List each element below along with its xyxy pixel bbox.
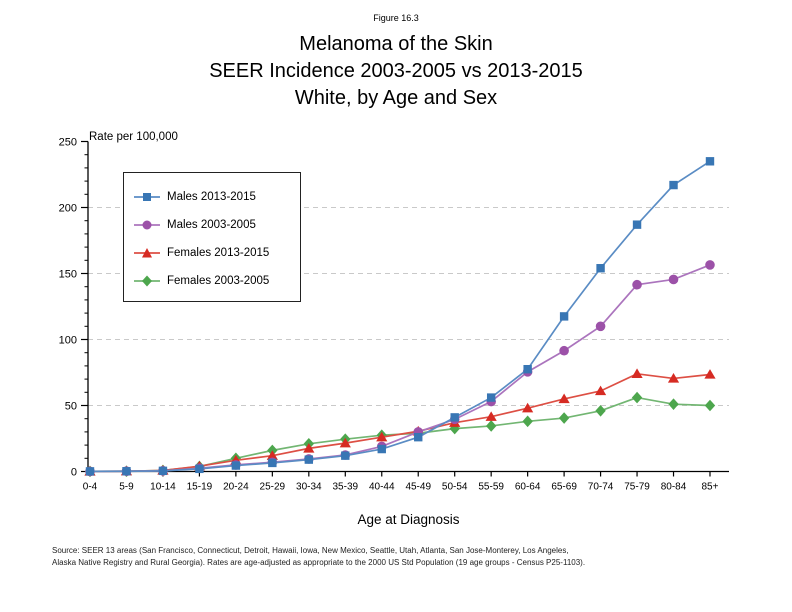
source-note-line-2: Alaska Native Registry and Rural Georgia… xyxy=(52,557,586,567)
triangle-icon xyxy=(134,248,160,258)
data-point xyxy=(558,393,570,404)
legend-item-females-2013-2015: Females 2013-2015 xyxy=(134,239,300,267)
square-icon xyxy=(134,193,160,201)
data-point xyxy=(631,368,643,379)
data-point xyxy=(485,411,497,421)
y-tick-label: 50 xyxy=(65,401,77,413)
data-point xyxy=(559,345,569,356)
series-line-females-2013-2015 xyxy=(89,372,711,473)
data-point xyxy=(341,451,350,460)
x-tick-label: 45-49 xyxy=(405,482,431,493)
chart-title: Melanoma of the Skin SEER Incidence 2003… xyxy=(0,31,792,112)
x-tick-label: 70-74 xyxy=(588,482,614,493)
data-point xyxy=(304,455,314,464)
data-point xyxy=(558,412,570,424)
data-point xyxy=(705,157,715,166)
data-point xyxy=(669,180,678,190)
data-point xyxy=(523,365,532,374)
x-tick-label: 20-24 xyxy=(223,482,249,493)
data-point xyxy=(450,413,459,422)
legend-item-label: Males 2013-2015 xyxy=(167,191,256,203)
x-tick-label: 0-4 xyxy=(83,482,98,493)
data-point xyxy=(559,312,569,321)
data-point xyxy=(667,373,680,383)
data-point xyxy=(596,264,605,273)
chart-title-line-2: SEER Incidence 2003-2005 vs 2013-2015 xyxy=(209,60,583,82)
data-point xyxy=(668,398,679,410)
legend-item-males-2013-2015: Males 2013-2015 xyxy=(134,183,300,211)
data-point xyxy=(376,431,388,442)
x-tick-label: 25-29 xyxy=(260,482,286,493)
x-tick-label: 65-69 xyxy=(551,482,577,493)
x-tick-label: 60-64 xyxy=(515,482,541,493)
data-point xyxy=(668,274,679,285)
legend-item-label: Females 2013-2015 xyxy=(167,247,270,259)
x-tick-label: 85+ xyxy=(702,482,719,493)
legend-item-males-2003-2005: Males 2003-2005 xyxy=(134,211,300,239)
data-point xyxy=(632,279,642,290)
data-point xyxy=(704,399,716,412)
data-point xyxy=(485,420,497,432)
x-tick-label: 80-84 xyxy=(661,482,687,493)
data-point xyxy=(595,321,606,332)
figure-label: Figure 16.3 xyxy=(373,13,419,23)
data-point xyxy=(595,404,606,417)
legend: Males 2013-2015 Males 2003-2005 Females 20… xyxy=(123,172,301,302)
y-tick-label: 250 xyxy=(59,137,77,149)
x-tick-label: 35-39 xyxy=(333,482,359,493)
x-tick-label: 5-9 xyxy=(119,482,134,493)
data-point xyxy=(522,415,533,428)
data-point xyxy=(414,432,423,442)
x-tick-label: 50-54 xyxy=(442,482,468,493)
data-point xyxy=(705,260,715,270)
data-point xyxy=(85,467,95,476)
data-point xyxy=(195,464,204,474)
data-point xyxy=(486,393,496,402)
x-tick-label: 15-19 xyxy=(187,482,213,493)
data-point xyxy=(339,437,351,448)
legend-item-label: Males 2003-2005 xyxy=(167,219,256,231)
y-tick-label: 150 xyxy=(59,269,77,281)
x-tick-label: 30-34 xyxy=(296,482,322,493)
x-axis-title: Age at Diagnosis xyxy=(357,512,460,527)
y-tick-label: 0 xyxy=(71,467,77,479)
x-tick-label: 75-79 xyxy=(624,482,650,493)
diamond-icon xyxy=(134,275,160,287)
y-tick-label: 200 xyxy=(59,203,77,215)
x-tick-label: 10-14 xyxy=(150,482,176,493)
circle-icon xyxy=(134,220,160,230)
data-point xyxy=(266,450,278,460)
data-point xyxy=(268,458,277,468)
data-point xyxy=(377,444,386,454)
data-point xyxy=(632,220,642,229)
data-point xyxy=(158,466,168,476)
source-note: Source: SEER 13 areas (San Francisco, Co… xyxy=(52,545,585,568)
data-point xyxy=(303,443,315,453)
x-tick-label: 40-44 xyxy=(369,482,395,493)
chart-title-line-1: Melanoma of the Skin xyxy=(299,33,493,55)
y-tick-label: 100 xyxy=(59,335,77,347)
chart-title-line-3: White, by Age and Sex xyxy=(294,87,498,109)
data-point xyxy=(594,385,607,396)
source-note-line-1: Source: SEER 13 areas (San Francisco, Co… xyxy=(52,546,569,555)
legend-item-females-2003-2005: Females 2003-2005 xyxy=(134,267,300,295)
y-axis-title: Rate per 100,000 xyxy=(89,131,178,143)
data-point xyxy=(522,402,534,413)
data-point xyxy=(231,461,241,470)
x-tick-label: 55-59 xyxy=(478,482,504,493)
series-line-males-2013-2015 xyxy=(89,160,711,473)
data-point xyxy=(704,369,716,379)
data-point xyxy=(631,391,643,404)
legend-item-label: Females 2003-2005 xyxy=(167,275,270,287)
data-point xyxy=(122,467,131,476)
